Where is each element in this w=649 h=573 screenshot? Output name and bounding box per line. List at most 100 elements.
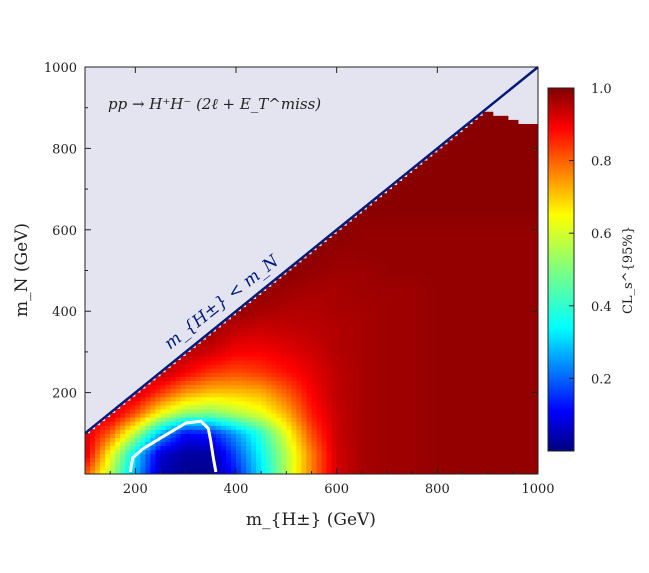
heatmap-cell: [397, 372, 403, 377]
heatmap-cell: [311, 425, 318, 430]
heatmap-cell: [321, 319, 328, 325]
heatmap-cell: [517, 461, 524, 467]
heatmap-cell: [462, 156, 469, 162]
heatmap-cell: [341, 376, 348, 381]
heatmap-cell: [371, 278, 378, 284]
heatmap-cell: [532, 376, 538, 381]
heatmap-cell: [105, 449, 111, 455]
heatmap-cell: [346, 437, 353, 443]
heatmap-cell: [296, 429, 303, 434]
heatmap-cell: [487, 246, 494, 251]
heatmap-cell: [256, 400, 262, 406]
heatmap-cell: [442, 205, 448, 211]
heatmap-cell: [387, 221, 393, 227]
heatmap-cell: [422, 315, 428, 320]
heatmap-cell: [346, 425, 353, 430]
heatmap-cell: [306, 360, 313, 365]
heatmap-cell: [286, 429, 292, 434]
heatmap-cell: [100, 469, 106, 474]
heatmap-cell: [527, 225, 534, 231]
heatmap-cell: [346, 355, 353, 361]
heatmap-cell: [422, 376, 428, 381]
heatmap-cell: [311, 274, 318, 280]
heatmap-cell: [266, 315, 272, 320]
heatmap-cell: [437, 388, 443, 394]
heatmap-cell: [361, 294, 368, 300]
heatmap-cell: [412, 396, 418, 402]
heatmap-cell: [492, 396, 499, 402]
heatmap-cell: [442, 429, 448, 434]
heatmap-cell: [346, 364, 353, 369]
heatmap-cell: [346, 233, 353, 239]
heatmap-cell: [477, 189, 484, 194]
heatmap-cell: [130, 465, 136, 471]
heatmap-cell: [150, 445, 157, 451]
heatmap-cell: [427, 225, 433, 231]
heatmap-cell: [492, 323, 499, 329]
heatmap-cell: [457, 327, 464, 333]
heatmap-cell: [381, 392, 388, 398]
heatmap-cell: [432, 323, 438, 329]
heatmap-cell: [205, 368, 212, 373]
heatmap-cell: [256, 412, 262, 418]
heatmap-cell: [356, 355, 363, 361]
heatmap-cell: [397, 262, 403, 268]
heatmap-cell: [512, 168, 519, 174]
heatmap-cell: [387, 294, 393, 300]
heatmap-cell: [412, 213, 418, 219]
heatmap-cell: [387, 217, 393, 223]
heatmap-cell: [517, 209, 524, 215]
heatmap-cell: [472, 180, 479, 186]
heatmap-cell: [472, 172, 479, 178]
heatmap-cell: [467, 298, 474, 304]
heatmap-cell: [170, 372, 177, 377]
heatmap-cell: [341, 408, 348, 414]
heatmap-cell: [417, 176, 423, 182]
heatmap-cell: [371, 327, 378, 333]
heatmap-cell: [497, 242, 504, 247]
heatmap-cell: [376, 242, 383, 247]
heatmap-cell: [482, 303, 489, 308]
heatmap-cell: [432, 343, 438, 349]
heatmap-cell: [371, 388, 378, 394]
heatmap-cell: [220, 384, 227, 390]
heatmap-cell: [402, 315, 408, 320]
heatmap-cell: [200, 355, 207, 361]
heatmap-cell: [402, 319, 408, 325]
heatmap-cell: [487, 453, 494, 459]
heatmap-cell: [366, 282, 373, 288]
heatmap-cell: [467, 225, 474, 231]
heatmap-cell: [190, 417, 197, 422]
heatmap-cell: [532, 132, 538, 137]
heatmap-cell: [145, 425, 152, 430]
heatmap-cell: [442, 388, 448, 394]
heatmap-cell: [185, 368, 192, 373]
heatmap-cell: [392, 250, 398, 255]
heatmap-cell: [492, 445, 499, 451]
heatmap-cell: [336, 335, 343, 341]
heatmap-cell: [532, 400, 538, 406]
heatmap-cell: [527, 250, 534, 255]
heatmap-cell: [482, 237, 489, 243]
heatmap-cell: [487, 315, 494, 320]
heatmap-cell: [246, 396, 252, 402]
heatmap-cell: [336, 343, 343, 349]
heatmap-cell: [387, 400, 393, 406]
heatmap-cell: [351, 429, 358, 434]
heatmap-cell: [457, 168, 464, 174]
heatmap-cell: [301, 347, 308, 353]
heatmap-cell: [412, 437, 418, 443]
heatmap-cell: [442, 168, 448, 174]
heatmap-cell: [215, 417, 222, 422]
heatmap-cell: [512, 417, 519, 422]
heatmap-cell: [311, 343, 318, 349]
heatmap-cell: [246, 433, 252, 438]
heatmap-cell: [427, 164, 433, 170]
heatmap-cell: [517, 421, 524, 426]
heatmap-cell: [462, 327, 469, 333]
heatmap-cell: [175, 372, 182, 377]
heatmap-cell: [387, 242, 393, 247]
heatmap-cell: [422, 461, 428, 467]
heatmap-cell: [497, 453, 504, 459]
heatmap-cell: [502, 429, 509, 434]
